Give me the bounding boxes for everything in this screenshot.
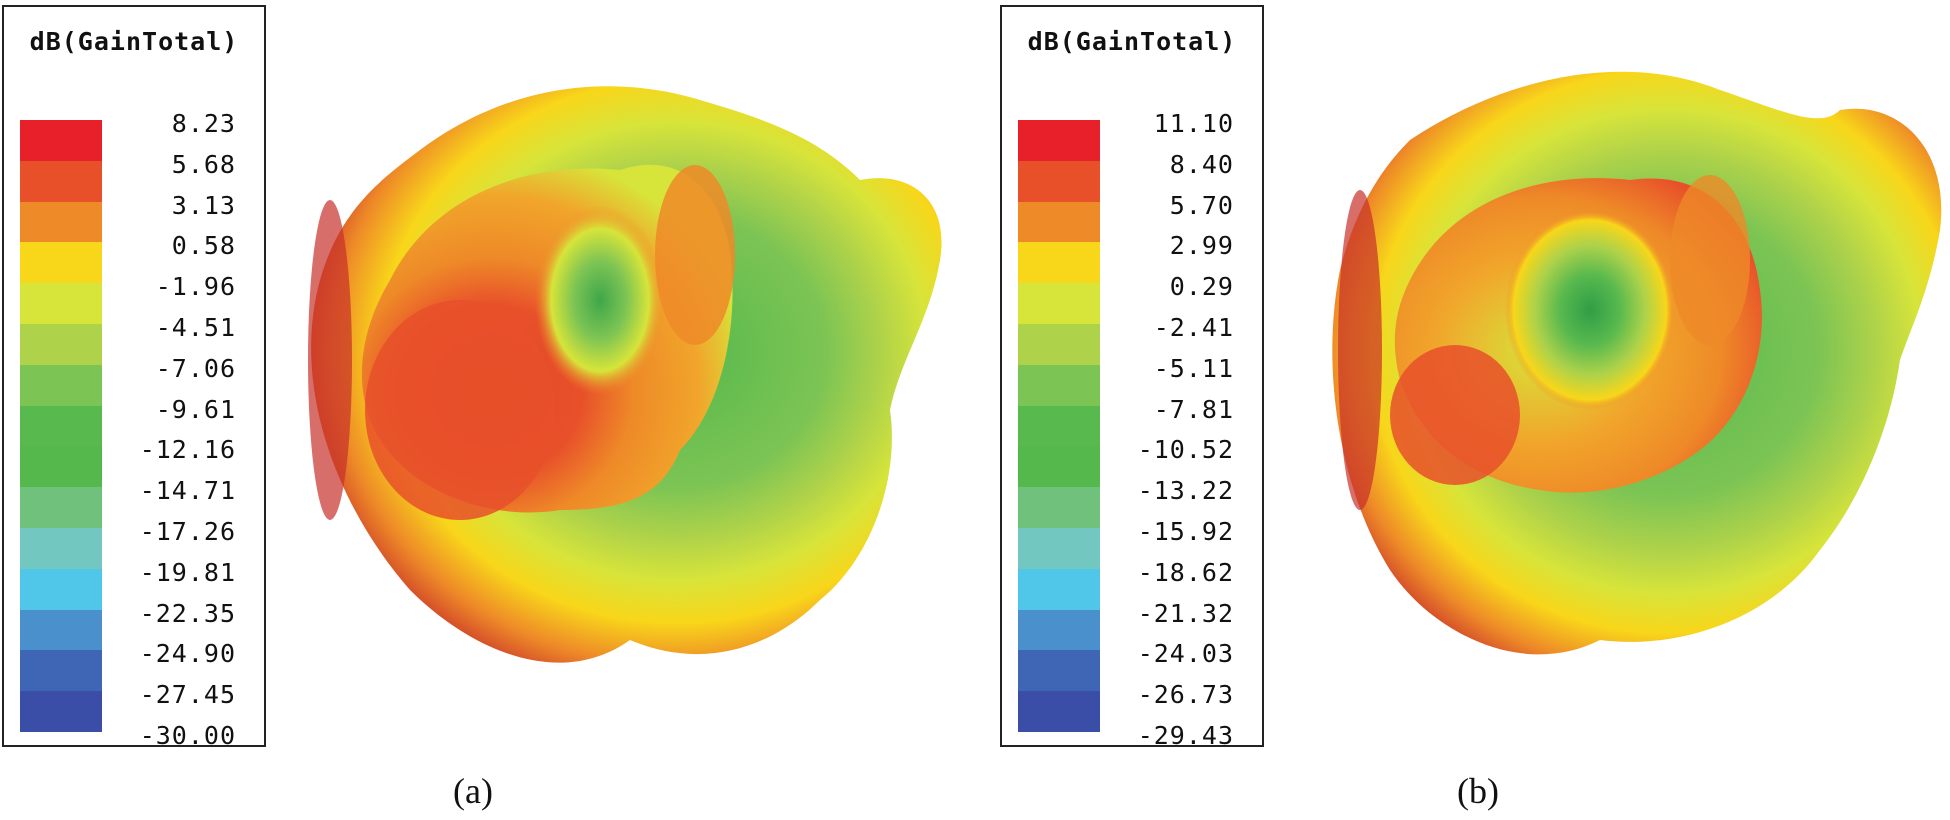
colorbar-swatch xyxy=(20,691,102,732)
colorbar xyxy=(20,120,102,732)
null-dip xyxy=(535,205,665,395)
colorbar-swatch xyxy=(20,527,102,569)
colorbar-swatch xyxy=(1018,691,1100,732)
colorbar-swatch xyxy=(1018,242,1100,284)
tick-label: -19.81 xyxy=(139,557,236,587)
side-lobe-red-edge xyxy=(308,200,352,520)
tick-label: -10.52 xyxy=(1137,435,1234,465)
side-lobe-orange xyxy=(655,165,735,345)
radiation-pattern-3d xyxy=(300,30,980,770)
legend-title: dB(GainTotal) xyxy=(29,27,239,56)
null-dip xyxy=(1505,210,1675,410)
tick-label: -30.00 xyxy=(139,720,236,750)
tick-label: -1.96 xyxy=(155,272,236,302)
colorbar-swatch xyxy=(1018,120,1100,161)
tick-label: 0.29 xyxy=(1169,272,1234,302)
tick-label: -2.41 xyxy=(1153,312,1234,342)
tick-label: -15.92 xyxy=(1137,516,1234,546)
colorbar-ticks: 11.10 8.40 5.70 2.99 0.29 -2.41 -5.11 -7… xyxy=(1102,109,1252,767)
colorbar-swatch xyxy=(20,568,102,610)
tick-label: 8.40 xyxy=(1169,149,1234,179)
colorbar-swatch xyxy=(20,487,102,528)
colorbar-swatch xyxy=(20,201,102,243)
colorbar-swatch xyxy=(20,283,102,324)
legend-b: dB(GainTotal) 11.10 8.40 5.70 2.99 0.29 … xyxy=(1000,5,1264,748)
tick-label: -27.45 xyxy=(139,680,236,710)
tick-label: 0.58 xyxy=(171,231,236,261)
tick-label: -7.06 xyxy=(155,353,236,383)
tick-label: -21.32 xyxy=(1137,598,1234,628)
colorbar-swatch xyxy=(1018,487,1100,528)
colorbar-swatch xyxy=(20,446,102,488)
colorbar-swatch xyxy=(1018,283,1100,324)
tick-label: 3.13 xyxy=(171,190,236,220)
tick-label: -13.22 xyxy=(1137,476,1234,506)
tick-label: 2.99 xyxy=(1169,231,1234,261)
tick-label: -4.51 xyxy=(155,312,236,342)
figure-a: dB(GainTotal) 8.23 5.68 3.13 0.58 -1.96 … xyxy=(2,5,942,811)
tick-label: -9.61 xyxy=(155,394,236,424)
tick-label: -24.03 xyxy=(1137,639,1234,669)
radiation-pattern-graphic xyxy=(308,86,942,663)
tick-label: -14.71 xyxy=(139,476,236,506)
colorbar-swatch xyxy=(20,242,102,284)
colorbar-swatch xyxy=(20,609,102,651)
colorbar-ticks: 8.23 5.68 3.13 0.58 -1.96 -4.51 -7.06 -9… xyxy=(104,109,254,767)
colorbar-swatch xyxy=(1018,323,1100,365)
colorbar-swatch xyxy=(1018,609,1100,651)
figure-b: dB(GainTotal) 11.10 8.40 5.70 2.99 0.29 … xyxy=(1000,0,1950,820)
colorbar-swatch xyxy=(20,120,102,161)
main-lobe-red xyxy=(365,300,555,520)
radiation-pattern-graphic xyxy=(1332,71,1942,655)
colorbar-swatch xyxy=(1018,405,1100,447)
side-lobe-orange xyxy=(1670,175,1750,345)
tick-label: -24.90 xyxy=(139,639,236,669)
legend-a: dB(GainTotal) 8.23 5.68 3.13 0.58 -1.96 … xyxy=(2,5,266,748)
colorbar-swatch xyxy=(20,323,102,365)
colorbar-swatch xyxy=(20,650,102,692)
tick-label: 11.10 xyxy=(1153,109,1234,138)
colorbar-swatch xyxy=(1018,650,1100,692)
legend-title: dB(GainTotal) xyxy=(1027,27,1237,56)
colorbar-swatch xyxy=(20,364,102,406)
side-lobe-red-edge xyxy=(1338,190,1382,510)
tick-label: -29.43 xyxy=(1137,720,1234,750)
tick-label: -22.35 xyxy=(139,598,236,628)
radiation-pattern-3d xyxy=(1300,30,1950,770)
tick-label: -12.16 xyxy=(139,435,236,465)
tick-label: -5.11 xyxy=(1153,353,1234,383)
tick-label: 5.68 xyxy=(171,149,236,179)
tick-label: -26.73 xyxy=(1137,680,1234,710)
colorbar-swatch xyxy=(20,405,102,447)
colorbar-swatch xyxy=(20,160,102,202)
tick-label: 5.70 xyxy=(1169,190,1234,220)
tick-label: -17.26 xyxy=(139,516,236,546)
tick-label: -18.62 xyxy=(1137,557,1234,587)
figure-caption: (b) xyxy=(1457,771,1499,811)
colorbar-swatch xyxy=(1018,364,1100,406)
colorbar-swatch xyxy=(1018,446,1100,488)
colorbar xyxy=(1018,120,1100,732)
figure-caption: (a) xyxy=(453,771,493,811)
tick-label: 8.23 xyxy=(171,109,236,138)
colorbar-swatch xyxy=(1018,568,1100,610)
colorbar-swatch xyxy=(1018,201,1100,243)
colorbar-swatch xyxy=(1018,160,1100,202)
colorbar-swatch xyxy=(1018,527,1100,569)
main-lobe-red xyxy=(1390,345,1520,485)
tick-label: -7.81 xyxy=(1153,394,1234,424)
